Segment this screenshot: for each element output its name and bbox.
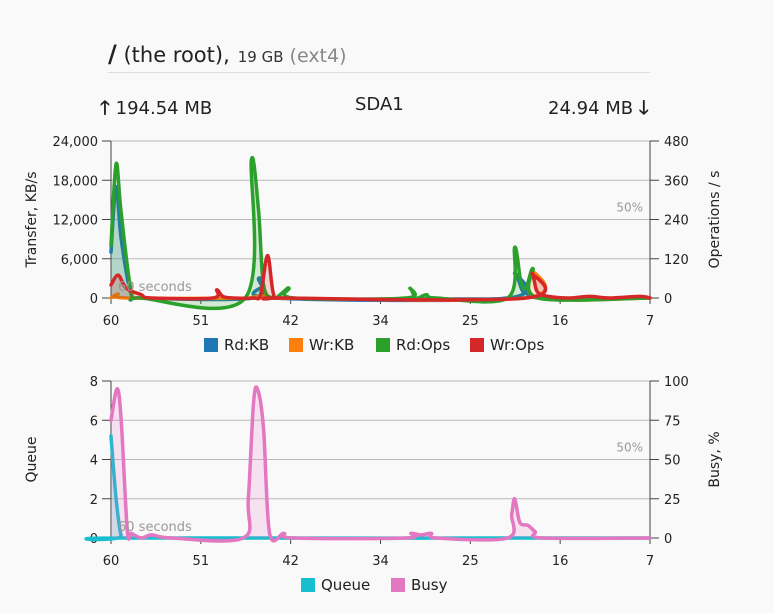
x-tick-label: 25 xyxy=(462,314,479,329)
x-tick-label: 34 xyxy=(372,554,389,569)
x-tick-label: 60 xyxy=(103,554,120,569)
x-tick-label: 16 xyxy=(552,314,569,329)
transfer-chart: 0 0 6,000 120 12,000 240 18,000 360 24,000 480 60 5… xyxy=(24,135,723,354)
series-line-rd-ops xyxy=(109,155,652,311)
y-tick-label: 8 xyxy=(90,375,98,390)
legend-swatch xyxy=(204,338,218,352)
y2-tick-label: 0 xyxy=(664,292,672,307)
filesystem-type: (ext4) xyxy=(289,45,347,67)
series-area-wr-kb xyxy=(111,270,650,301)
io-summary: 🡑 194.54 MB SDA1 24.94 MB 🡓 xyxy=(0,94,774,124)
y2-axis-title: Operations / s xyxy=(707,171,723,269)
x-tick-label: 7 xyxy=(646,554,654,569)
y2-tick-label: 360 xyxy=(664,174,689,189)
x-tick-label: 42 xyxy=(282,554,299,569)
y2-tick-label: 25 xyxy=(664,493,681,508)
half-mark-label: 50% xyxy=(616,441,643,455)
legend-label: Wr:Ops xyxy=(490,336,544,354)
y-tick-label: 24,000 xyxy=(53,135,99,150)
series-line-wr-ops xyxy=(109,253,652,302)
read-total-value: 194.54 MB xyxy=(115,98,213,119)
write-total-value: 24.94 MB xyxy=(548,98,634,119)
series-line-rd-kb xyxy=(109,185,652,303)
y-tick-label: 18,000 xyxy=(53,174,99,189)
series-area-busy xyxy=(111,387,650,542)
window-label: 60 seconds xyxy=(118,520,192,535)
y2-tick-label: 240 xyxy=(664,214,689,229)
y2-tick-label: 120 xyxy=(664,253,689,268)
legend-label: Queue xyxy=(321,576,370,594)
y2-tick-label: 75 xyxy=(664,414,681,429)
series-area-rd-kb xyxy=(111,186,650,301)
disk-size: 19 GB xyxy=(237,48,284,66)
y-tick-label: 2 xyxy=(90,493,98,508)
x-tick-label: 51 xyxy=(193,314,210,329)
legend-swatch xyxy=(391,578,405,592)
x-tick-label: 25 xyxy=(462,554,479,569)
legend-label: Rd:KB xyxy=(224,336,269,354)
x-tick-label: 16 xyxy=(552,554,569,569)
y2-tick-label: 100 xyxy=(664,375,689,390)
y-tick-label: 12,000 xyxy=(53,214,99,229)
y-tick-label: 0 xyxy=(90,292,98,307)
x-tick-label: 42 xyxy=(282,314,299,329)
y2-tick-label: 0 xyxy=(664,532,672,547)
series-area-wr-ops xyxy=(111,255,650,300)
legend-label: Rd:Ops xyxy=(396,336,450,354)
read-total: 🡑 194.54 MB xyxy=(100,94,212,126)
y2-tick-label: 480 xyxy=(664,135,689,150)
arrow-down-icon: 🡓 xyxy=(638,97,649,119)
write-total: 24.94 MB 🡓 xyxy=(548,94,649,126)
legend-swatch xyxy=(301,578,315,592)
series-line-busy xyxy=(109,385,652,543)
y2-tick-label: 50 xyxy=(664,454,681,469)
mount-title: / (the root), xyxy=(108,40,230,68)
series-line-wr-kb xyxy=(109,268,652,302)
half-mark-label: 50% xyxy=(616,201,643,215)
x-tick-label: 34 xyxy=(372,314,389,329)
legend-label: Wr:KB xyxy=(309,336,354,354)
legend-swatch xyxy=(376,338,390,352)
x-tick-label: 7 xyxy=(646,314,654,329)
window-label: 60 seconds xyxy=(118,280,192,295)
arrow-up-icon: 🡑 xyxy=(100,97,110,119)
x-tick-label: 60 xyxy=(103,314,120,329)
x-tick-label: 51 xyxy=(193,554,210,569)
y-tick-label: 4 xyxy=(90,454,98,469)
disk-header: / (the root), 19 GB (ext4) xyxy=(108,40,650,73)
y-axis-title: Transfer, KB/s xyxy=(24,172,40,269)
legend-swatch xyxy=(289,338,303,352)
y-axis-title: Queue xyxy=(24,437,40,483)
mount-name: (the root), xyxy=(123,43,230,67)
legend-swatch xyxy=(470,338,484,352)
y-tick-label: 6 xyxy=(90,414,98,429)
y2-axis-title: Busy, % xyxy=(707,431,723,487)
legend-label: Busy xyxy=(411,576,448,594)
device-name: SDA1 xyxy=(355,94,404,115)
y-tick-label: 6,000 xyxy=(61,253,98,268)
root-slash: / xyxy=(108,40,117,68)
